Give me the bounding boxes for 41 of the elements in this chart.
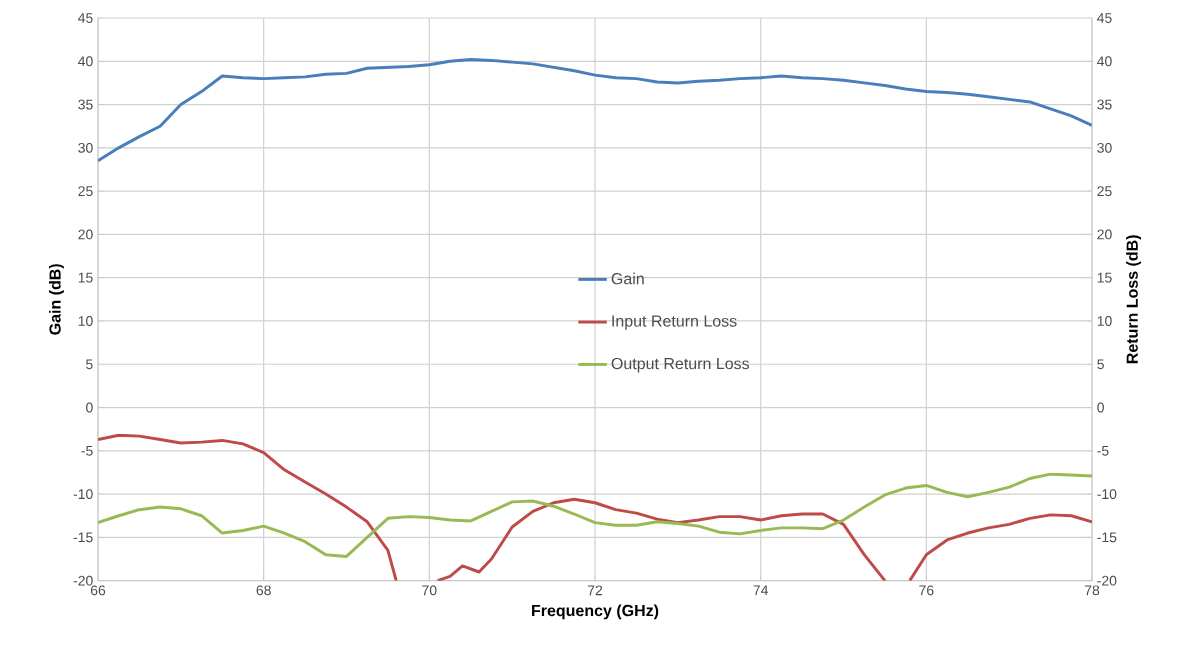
x-tick-label: 76 — [919, 585, 934, 596]
y-axis-title: Gain (dB) — [49, 264, 64, 335]
y2-tick-label: -20 — [1097, 575, 1117, 586]
y2-tick-label: 10 — [1097, 316, 1112, 327]
y2-tick-label: 30 — [1097, 143, 1112, 153]
y-tick-label: 15 — [78, 272, 93, 283]
y2-tick-label: -10 — [1097, 489, 1117, 500]
legend-label: Output Return Loss — [611, 358, 750, 373]
y-tick-label: -5 — [81, 446, 93, 456]
y-tick-label: 5 — [86, 359, 93, 370]
legend-label: Input Return Loss — [612, 315, 737, 331]
y-tick-label: 35 — [78, 99, 93, 110]
y2-axis-title: Return Loss (dB) — [1126, 235, 1142, 364]
y2-tick-label: 5 — [1097, 359, 1104, 370]
y2-tick-label: 0 — [1097, 402, 1104, 413]
y-tick-label: -10 — [73, 489, 93, 500]
y-tick-label: 20 — [78, 229, 93, 240]
x-tick-label: 66 — [90, 585, 106, 596]
y2-tick-label: 35 — [1097, 99, 1112, 110]
x-tick-label: 74 — [753, 585, 769, 596]
y2-tick-label: 25 — [1097, 186, 1112, 197]
legend-label: Gain — [611, 272, 644, 285]
y-tick-label: 40 — [78, 56, 93, 67]
y-tick-label: -20 — [73, 575, 93, 586]
y-tick-label: 30 — [78, 143, 93, 153]
y2-tick-label: 20 — [1097, 229, 1112, 240]
y-tick-label: -15 — [73, 532, 93, 543]
y-tick-label: 45 — [78, 13, 93, 24]
y-tick-label: 10 — [78, 316, 93, 327]
y2-tick-label: 15 — [1097, 272, 1112, 283]
x-axis-title: Frequency (GHz) — [532, 604, 659, 620]
y2-tick-label: 45 — [1097, 13, 1112, 24]
y2-tick-label: -5 — [1097, 446, 1109, 456]
x-tick-label: 78 — [1084, 585, 1100, 596]
y2-tick-label: 40 — [1097, 56, 1112, 67]
x-tick-label: 68 — [256, 585, 271, 596]
y-tick-label: 25 — [78, 186, 93, 197]
y-tick-label: 0 — [86, 402, 93, 413]
y2-tick-label: -15 — [1097, 532, 1117, 543]
x-tick-label: 70 — [422, 585, 437, 596]
x-tick-label: 72 — [587, 585, 603, 596]
